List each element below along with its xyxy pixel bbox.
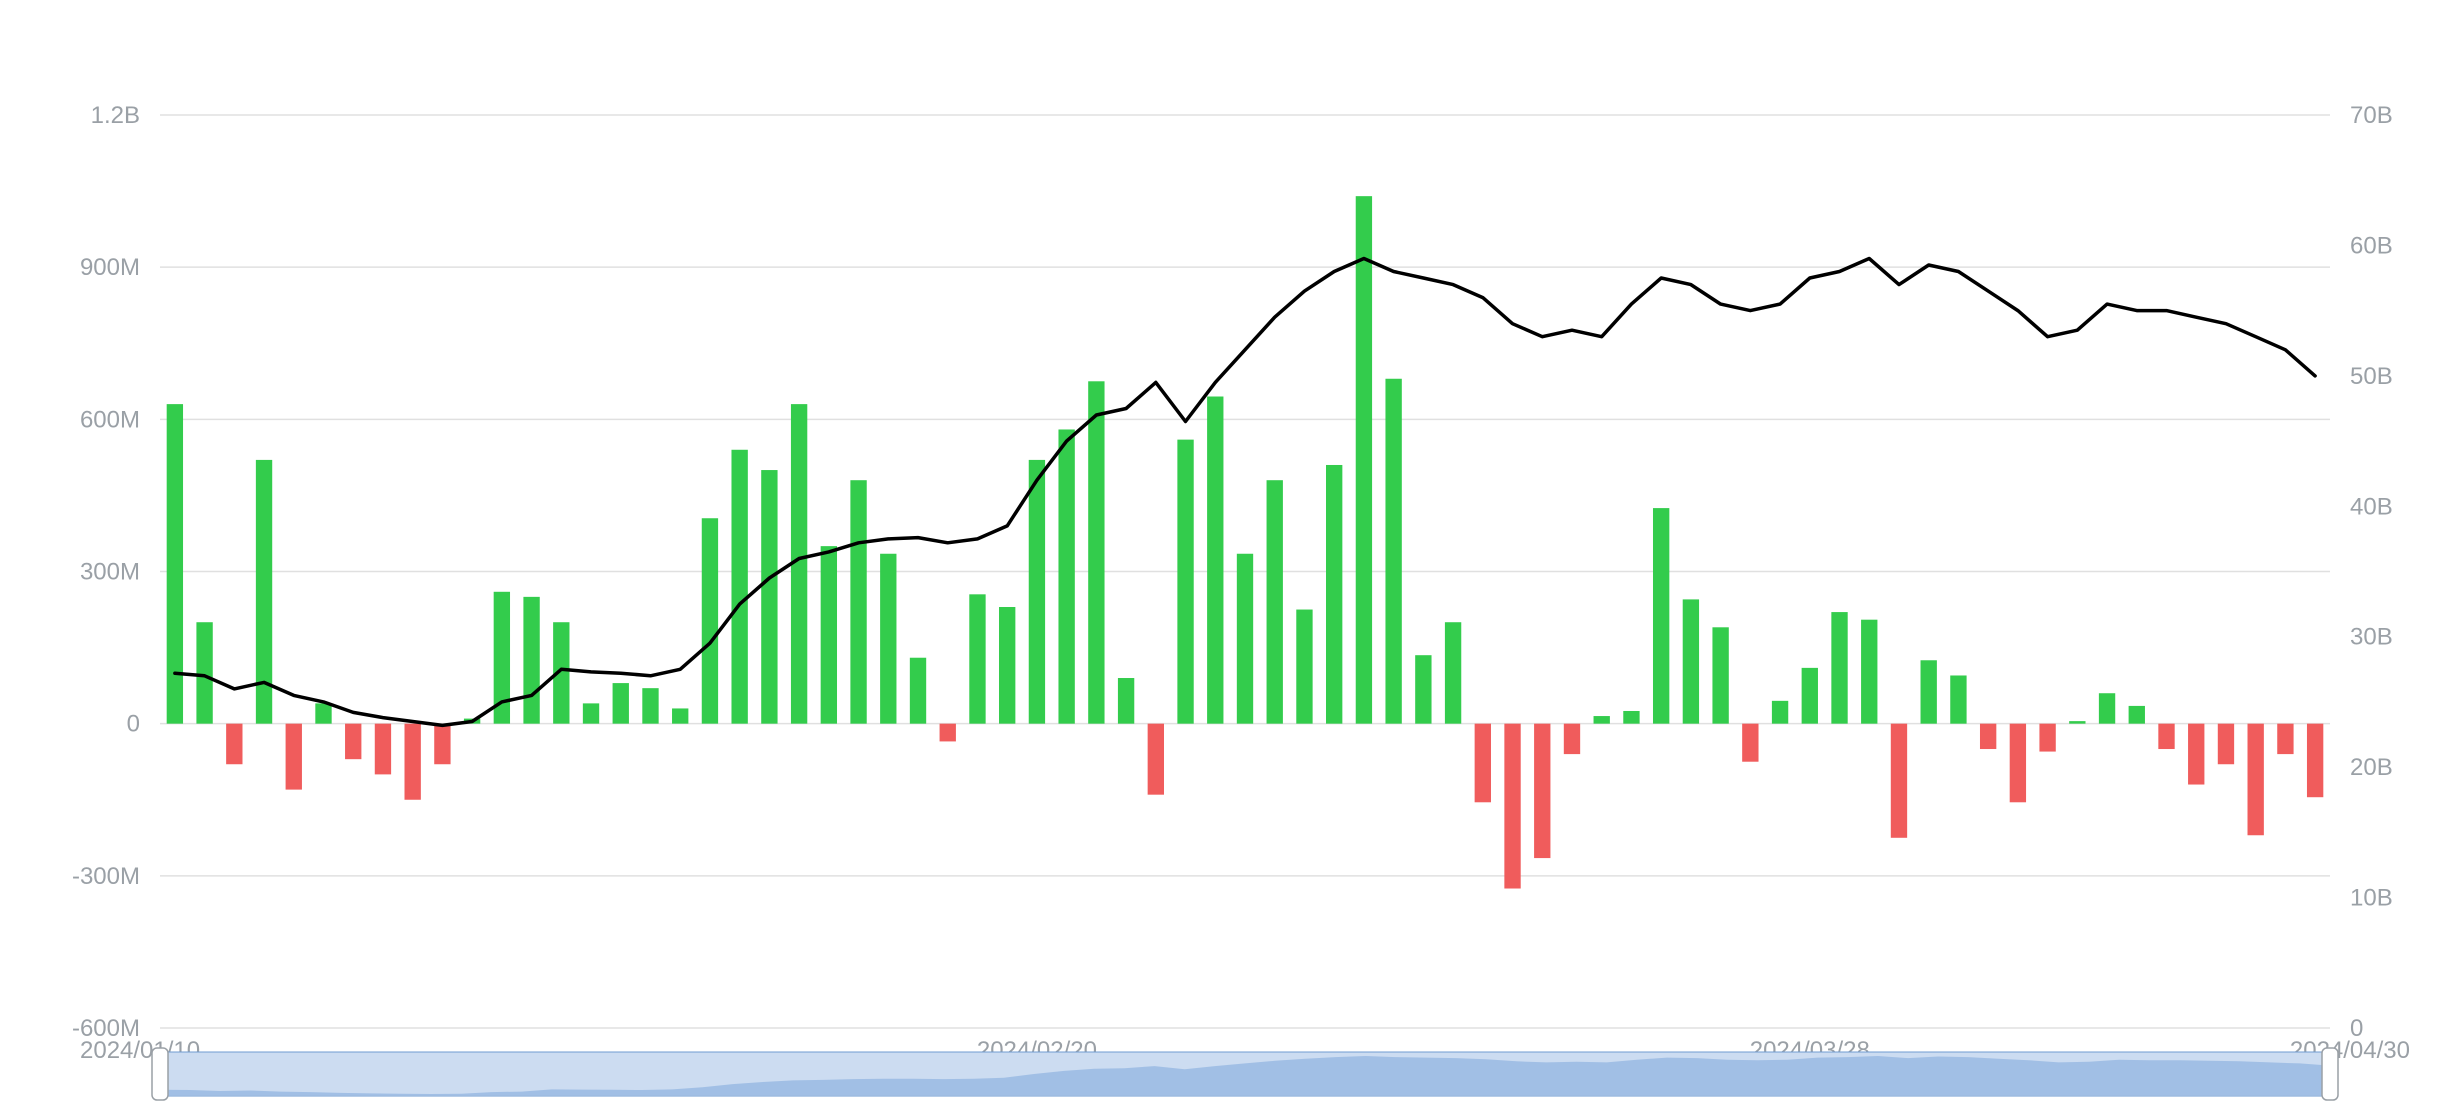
bar bbox=[702, 518, 718, 723]
bar bbox=[1623, 711, 1639, 724]
bar bbox=[1267, 480, 1283, 723]
y-left-tick-label: -300M bbox=[72, 863, 140, 890]
bar bbox=[2010, 724, 2026, 803]
bar bbox=[1891, 724, 1907, 838]
bar bbox=[613, 683, 629, 724]
bar bbox=[1802, 668, 1818, 724]
y-right-tick-label: 20B bbox=[2350, 754, 2393, 781]
bar bbox=[1326, 465, 1342, 724]
bar bbox=[969, 594, 985, 723]
y-right-tick-label: 50B bbox=[2350, 363, 2393, 390]
bar bbox=[1445, 622, 1461, 723]
bar bbox=[1415, 655, 1431, 723]
bar bbox=[1029, 460, 1045, 724]
bar bbox=[672, 708, 688, 723]
bar bbox=[1742, 724, 1758, 762]
bar bbox=[1980, 724, 1996, 749]
bar bbox=[999, 607, 1015, 724]
bar bbox=[1950, 675, 1966, 723]
bar bbox=[642, 688, 658, 724]
bar bbox=[2099, 693, 2115, 723]
bar bbox=[2188, 724, 2204, 785]
bar bbox=[821, 546, 837, 724]
bar bbox=[345, 724, 361, 760]
y-left-tick-label: 300M bbox=[80, 559, 140, 586]
bar bbox=[1148, 724, 1164, 795]
bar bbox=[286, 724, 302, 790]
bar bbox=[434, 724, 450, 765]
bar bbox=[523, 597, 539, 724]
bar bbox=[1088, 381, 1104, 723]
bar bbox=[1772, 701, 1788, 724]
bar bbox=[1356, 196, 1372, 724]
bar bbox=[315, 703, 331, 723]
y-right-tick-label: 10B bbox=[2350, 885, 2393, 912]
bar bbox=[1921, 660, 1937, 723]
bar bbox=[1058, 429, 1074, 723]
bar bbox=[2307, 724, 2323, 798]
brush-handle-right[interactable] bbox=[2322, 1048, 2338, 1100]
bar bbox=[1296, 610, 1312, 724]
y-axis-right: 70B60B50B40B30B20B10B0 bbox=[2350, 102, 2393, 1042]
bar bbox=[1504, 724, 1520, 889]
bar bbox=[1237, 554, 1253, 724]
y-left-tick-label: 1.2B bbox=[91, 102, 140, 129]
bar bbox=[2248, 724, 2264, 836]
y-right-tick-label: 40B bbox=[2350, 493, 2393, 520]
y-left-tick-label: 600M bbox=[80, 406, 140, 433]
bar bbox=[226, 724, 242, 765]
bar bbox=[850, 480, 866, 723]
bar bbox=[2277, 724, 2293, 754]
bar bbox=[731, 450, 747, 724]
bar bbox=[2129, 706, 2145, 724]
bar bbox=[1118, 678, 1134, 724]
bar bbox=[583, 703, 599, 723]
bar bbox=[1712, 627, 1728, 723]
bar bbox=[1534, 724, 1550, 858]
bar bbox=[2218, 724, 2234, 765]
bar bbox=[1564, 724, 1580, 754]
bar bbox=[1594, 716, 1610, 724]
y-left-tick-label: 0 bbox=[127, 711, 140, 738]
brush-handle-left[interactable] bbox=[152, 1048, 168, 1100]
y-axis-left: 1.2B900M600M300M0-300M-600M bbox=[72, 102, 140, 1042]
y-right-tick-label: 30B bbox=[2350, 624, 2393, 651]
bar bbox=[404, 724, 420, 800]
bar bbox=[1207, 397, 1223, 724]
bar bbox=[1475, 724, 1491, 803]
brush-selection[interactable] bbox=[160, 1052, 2330, 1096]
bar bbox=[1683, 599, 1699, 723]
range-brush[interactable] bbox=[152, 1048, 2338, 1100]
y-left-tick-label: 900M bbox=[80, 254, 140, 281]
bar bbox=[2069, 721, 2085, 724]
bar bbox=[167, 404, 183, 724]
bar bbox=[940, 724, 956, 742]
flow-chart: 1.2B900M600M300M0-300M-600M70B60B50B40B3… bbox=[0, 0, 2460, 1120]
bar bbox=[880, 554, 896, 724]
bar bbox=[761, 470, 777, 724]
bar bbox=[2158, 724, 2174, 749]
bar bbox=[1177, 440, 1193, 724]
bar bbox=[375, 724, 391, 775]
bar bbox=[1861, 620, 1877, 724]
bar bbox=[910, 658, 926, 724]
y-right-tick-label: 60B bbox=[2350, 232, 2393, 259]
bar bbox=[1653, 508, 1669, 724]
bar bbox=[1385, 379, 1401, 724]
bar bbox=[196, 622, 212, 723]
bar bbox=[1831, 612, 1847, 724]
y-right-tick-label: 70B bbox=[2350, 102, 2393, 129]
bar bbox=[2039, 724, 2055, 752]
